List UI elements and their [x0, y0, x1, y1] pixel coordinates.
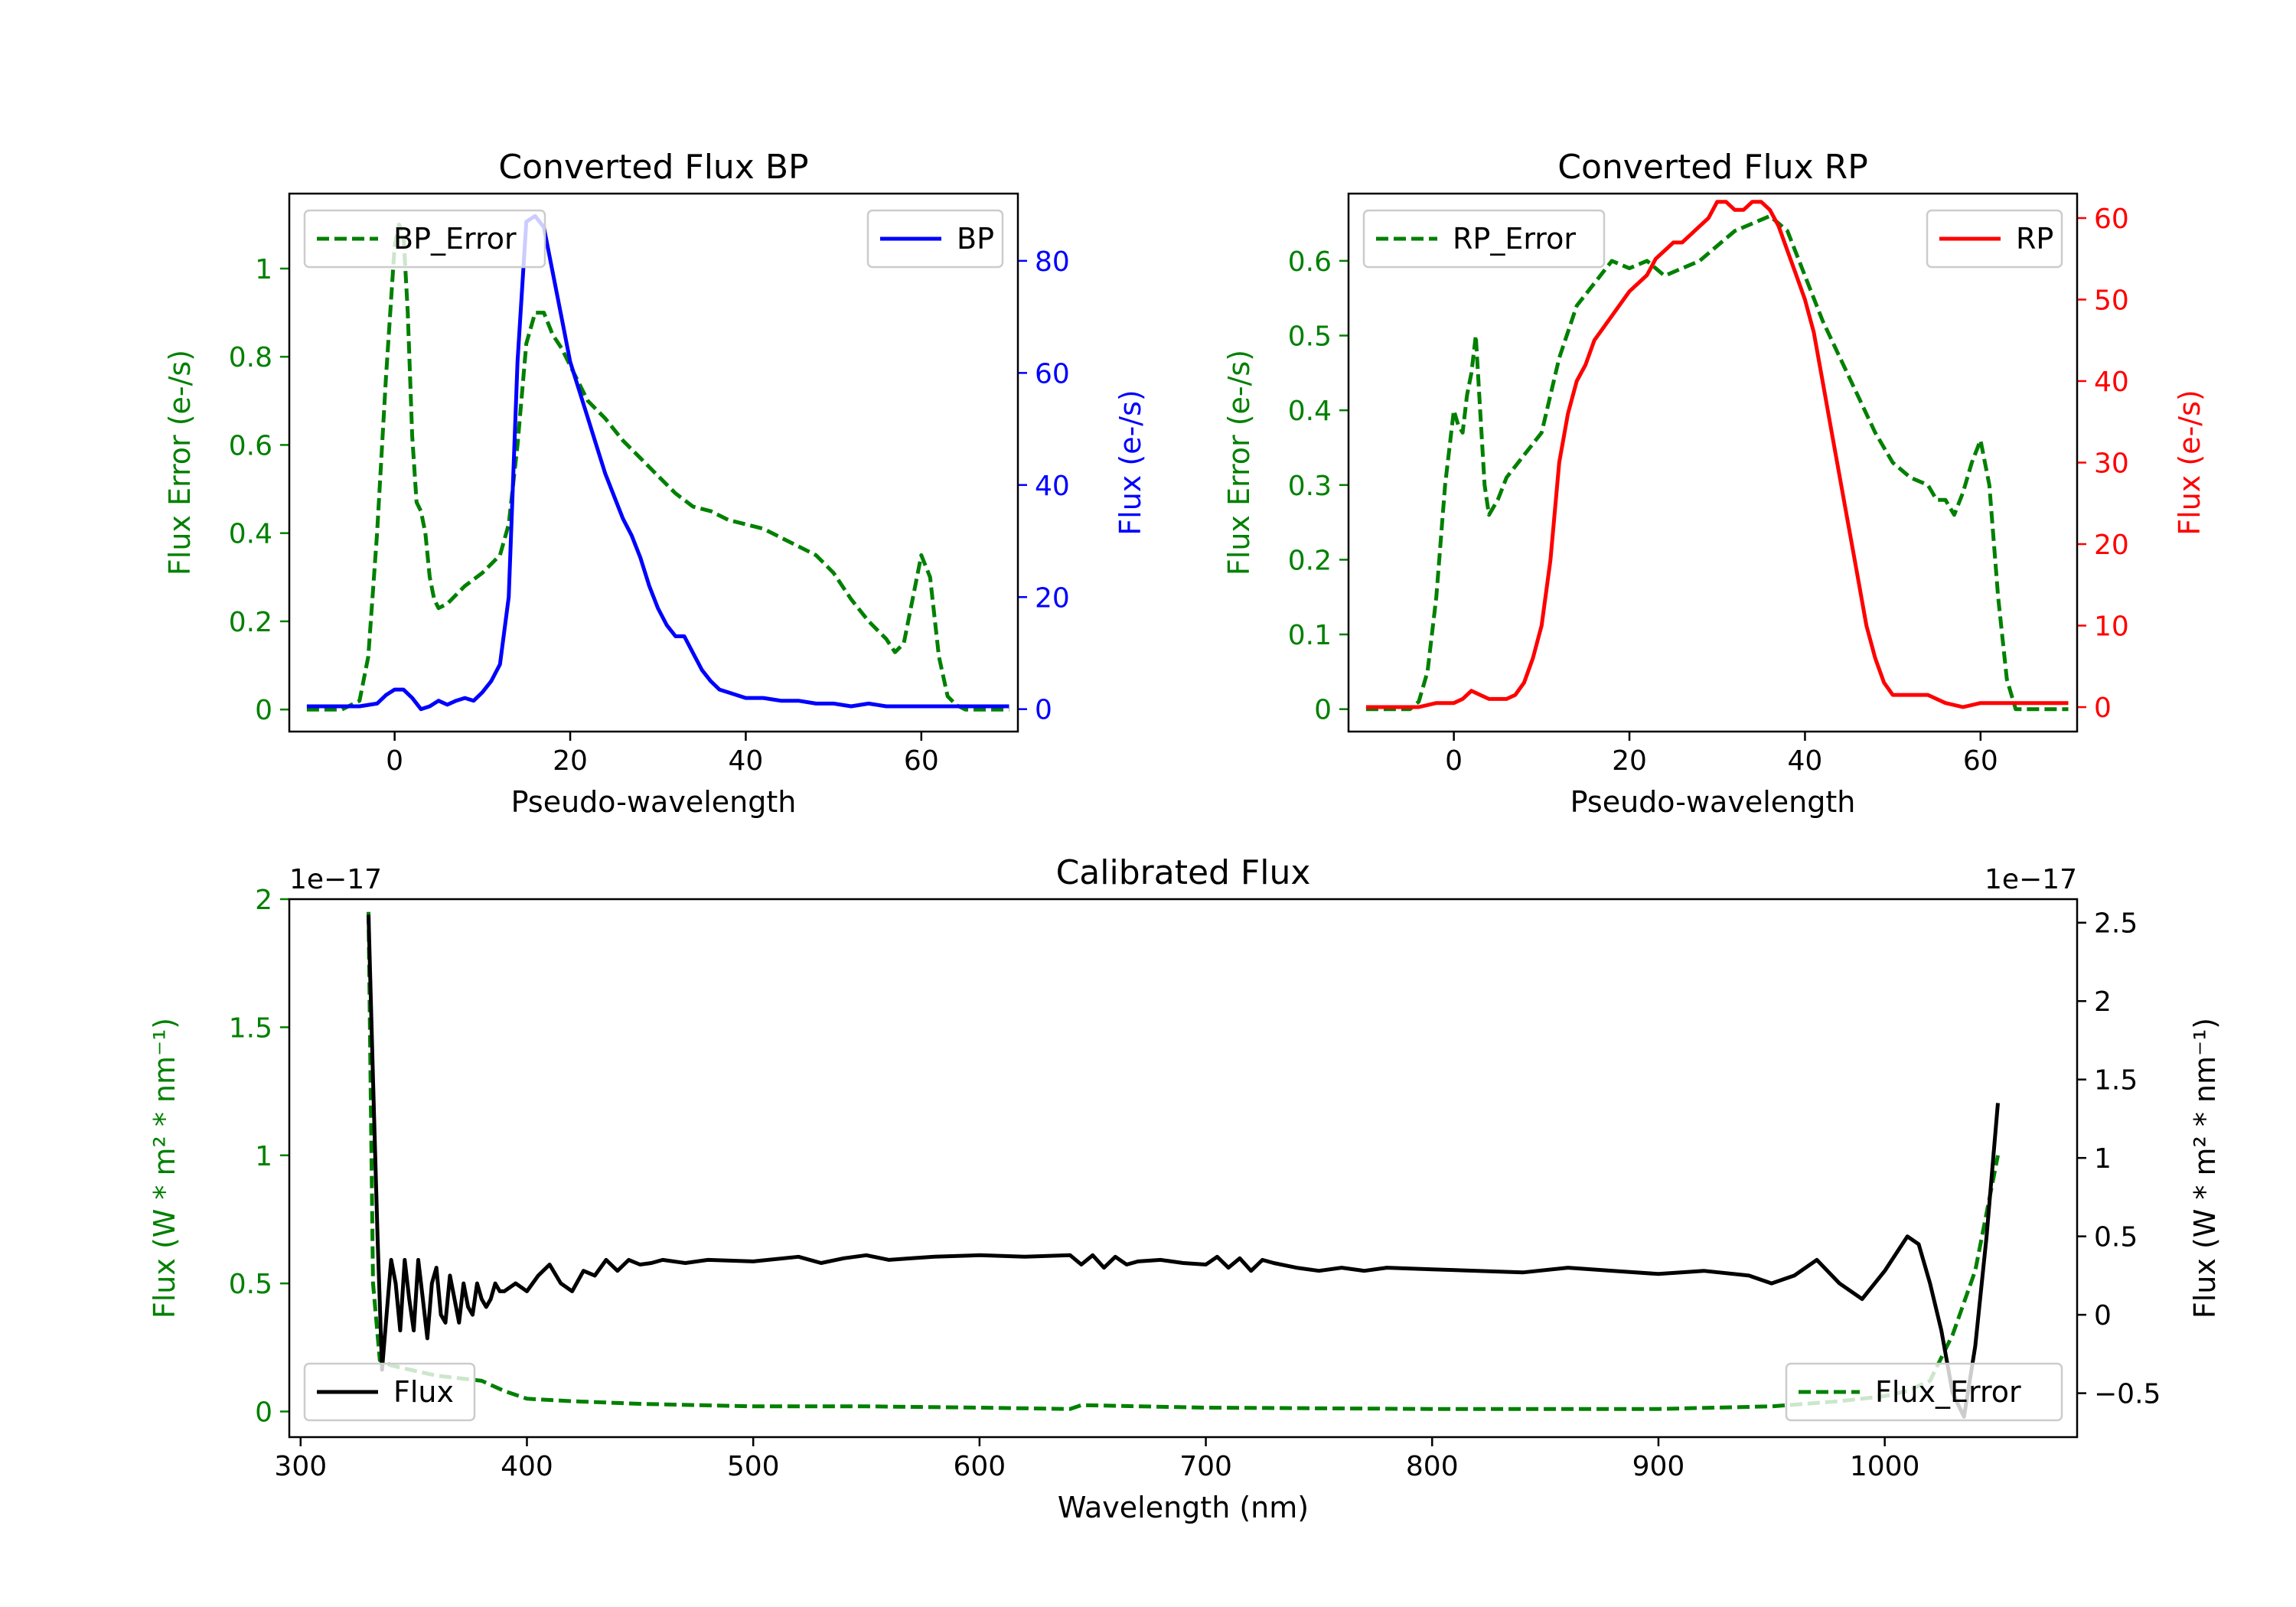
legend-box [1785, 1362, 2063, 1422]
chart-title: Converted Flux RP [1557, 148, 1868, 187]
left-y-tick-label: 0.8 [229, 342, 272, 373]
x-tick-label: 800 [1406, 1451, 1459, 1482]
chart-title: Calibrated Flux [1056, 853, 1311, 892]
series-line-bp-error [306, 222, 1009, 712]
left-y-tick-label: 0.4 [229, 519, 272, 550]
legend-flux: Flux [303, 1362, 476, 1422]
series-line-bp [306, 214, 1009, 712]
legend-label: BP [957, 222, 994, 256]
plot-frame [288, 192, 1019, 733]
left-y-tick-label: 2 [255, 885, 272, 916]
left-y-axis-label: Flux (W * m² * nm⁻¹) [148, 1018, 181, 1319]
legend-box [303, 1362, 476, 1422]
left-y-tick-label: 0.3 [1288, 471, 1332, 502]
x-tick-label: 40 [729, 745, 764, 777]
right-y-axis-label: Flux (e-/s) [1114, 390, 1147, 535]
right-y-tick-label: 0 [2094, 693, 2112, 724]
legend-rp-error: RP_Error [1362, 209, 1606, 269]
bp-panel: Converted Flux BP 0 20 40 60 Pseudo-wavelengt… [163, 148, 1147, 819]
right-y-tick-label: 30 [2094, 448, 2129, 480]
series-line-rp [1365, 200, 2069, 709]
right-y-tick-label: 0.5 [2094, 1222, 2138, 1253]
x-tick-label: 20 [1612, 745, 1647, 777]
right-y-axis-label: Flux (W * m² * nm⁻¹) [2188, 1018, 2222, 1319]
legend-bp-error: BP_Error [303, 209, 546, 269]
right-y-tick-label: 1 [2094, 1143, 2112, 1175]
left-y-tick-label: 0.2 [229, 607, 272, 638]
legend-bp: BP [866, 209, 1004, 269]
x-tick-label: 0 [1445, 745, 1463, 777]
right-y-tick-label: 50 [2094, 285, 2129, 316]
x-axis-label: Pseudo-wavelength [1570, 785, 1856, 819]
x-tick-label: 60 [904, 745, 939, 777]
chart-title: Converted Flux BP [498, 148, 808, 187]
rp-panel: Converted Flux RP 0 20 40 60 Pseudo-wavelengt… [1222, 148, 2206, 819]
series-line-rp-error [1365, 214, 2069, 712]
left-y-tick-label: 0.5 [229, 1269, 272, 1300]
x-tick-label: 60 [1963, 745, 1998, 777]
legend-box [1362, 209, 1606, 269]
right-y-tick-label: 80 [1035, 246, 1070, 278]
x-tick-label: 600 [954, 1451, 1006, 1482]
left-y-tick-label: 0.6 [1288, 246, 1332, 278]
legend-label: RP [2016, 222, 2053, 256]
legend-label: Flux [393, 1375, 454, 1409]
left-y-tick-label: 0.5 [1288, 321, 1332, 353]
legend-label: Flux_Error [1875, 1375, 2021, 1409]
x-axis-label: Wavelength (nm) [1058, 1491, 1309, 1524]
left-y-tick-label: 0.1 [1288, 620, 1332, 651]
legend-label: RP_Error [1453, 222, 1576, 256]
series-line-flux [367, 914, 2000, 1419]
x-tick-label: 900 [1632, 1451, 1685, 1482]
right-y-tick-label: 20 [1035, 582, 1070, 614]
right-y-tick-label: 10 [2094, 611, 2129, 643]
right-y-tick-label: 2.5 [2094, 908, 2138, 940]
left-y-tick-label: 1 [255, 254, 272, 285]
right-y-tick-label: 20 [2094, 530, 2129, 561]
legend-box [303, 209, 546, 269]
right-offset-label: 1e−17 [1985, 864, 2077, 895]
plot-frame [1347, 192, 2079, 733]
left-y-tick-label: 0.2 [1288, 545, 1332, 576]
x-tick-label: 300 [274, 1451, 327, 1482]
right-y-tick-label: 2 [2094, 986, 2112, 1018]
left-offset-label: 1e−17 [289, 864, 382, 895]
left-y-tick-label: 1.5 [229, 1012, 272, 1044]
left-y-tick-label: 0 [255, 695, 272, 726]
left-y-tick-label: 1 [255, 1141, 272, 1172]
x-tick-label: 700 [1179, 1451, 1232, 1482]
left-y-tick-label: 0.6 [229, 430, 272, 461]
right-y-tick-label: −0.5 [2094, 1379, 2161, 1410]
right-y-tick-label: 0 [2094, 1300, 2112, 1332]
x-tick-label: 0 [386, 745, 403, 777]
x-tick-label: 400 [501, 1451, 553, 1482]
x-axis-label: Pseudo-wavelength [511, 785, 797, 819]
right-y-tick-label: 60 [1035, 358, 1070, 390]
legend-flux-error: Flux_Error [1785, 1362, 2063, 1422]
right-y-tick-label: 1.5 [2094, 1065, 2138, 1097]
left-y-tick-label: 0.4 [1288, 396, 1332, 427]
series-line-flux-error [367, 911, 2000, 1411]
right-y-tick-label: 40 [2094, 367, 2129, 398]
x-tick-label: 1000 [1850, 1451, 1920, 1482]
plot-frame [288, 898, 2079, 1439]
left-y-tick-label: 0 [255, 1397, 272, 1429]
right-y-axis-label: Flux (e-/s) [2173, 390, 2206, 535]
x-tick-label: 40 [1788, 745, 1823, 777]
left-y-axis-label: Flux Error (e-/s) [163, 350, 197, 575]
x-tick-label: 500 [727, 1451, 780, 1482]
legend-label: BP_Error [393, 222, 517, 256]
legend-rp: RP [1926, 209, 2063, 269]
right-y-tick-label: 0 [1035, 695, 1052, 726]
left-y-tick-label: 0 [1314, 695, 1332, 726]
x-tick-label: 20 [553, 745, 588, 777]
right-y-tick-label: 40 [1035, 471, 1070, 502]
right-y-tick-label: 60 [2094, 204, 2129, 235]
left-y-axis-label: Flux Error (e-/s) [1222, 350, 1256, 575]
